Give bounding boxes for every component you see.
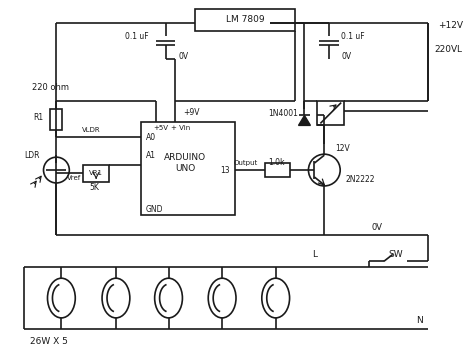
Text: +12V: +12V (438, 21, 464, 30)
Text: 12V: 12V (335, 144, 350, 153)
Bar (83, 165, 109, 182)
Text: 2N2222: 2N2222 (345, 176, 374, 184)
Text: 5K: 5K (89, 183, 99, 193)
Text: +9V: +9V (183, 108, 200, 117)
Text: L: L (312, 250, 317, 259)
Bar (265, 163, 290, 177)
Text: SW: SW (389, 250, 403, 259)
Text: 0V: 0V (341, 52, 351, 62)
Text: 220 ohm: 220 ohm (32, 83, 69, 92)
Bar (195, 9, 294, 31)
Text: 0V: 0V (178, 52, 189, 62)
Text: 0.1 uF: 0.1 uF (125, 32, 149, 41)
Text: A0: A0 (146, 133, 156, 142)
Text: L: L (456, 44, 461, 53)
Text: LDR: LDR (24, 151, 39, 160)
Bar (50, 109, 63, 130)
Text: LM 7809: LM 7809 (226, 15, 264, 24)
Text: 13: 13 (220, 166, 230, 174)
Bar (141, 122, 235, 215)
Text: 1.0k: 1.0k (268, 158, 285, 167)
Text: N: N (417, 316, 423, 325)
Text: 26W X 5: 26W X 5 (30, 337, 67, 346)
Text: Output: Output (234, 160, 258, 166)
Text: A1: A1 (146, 151, 156, 160)
Text: 1N4001: 1N4001 (269, 109, 299, 118)
Text: 0V: 0V (372, 223, 383, 232)
Polygon shape (299, 115, 310, 125)
Bar (318, 101, 344, 125)
Text: +5V: +5V (154, 125, 169, 131)
Text: 0.1 uF: 0.1 uF (341, 32, 365, 41)
Text: GND: GND (146, 205, 163, 214)
Text: VR1: VR1 (89, 170, 103, 176)
Text: ARDUINO
UNO: ARDUINO UNO (164, 153, 207, 173)
Text: Vref: Vref (67, 175, 81, 181)
Text: + Vin: + Vin (171, 125, 190, 131)
Text: R1: R1 (33, 113, 44, 122)
Text: VLDR: VLDR (82, 127, 100, 134)
Text: 220V: 220V (435, 44, 457, 53)
